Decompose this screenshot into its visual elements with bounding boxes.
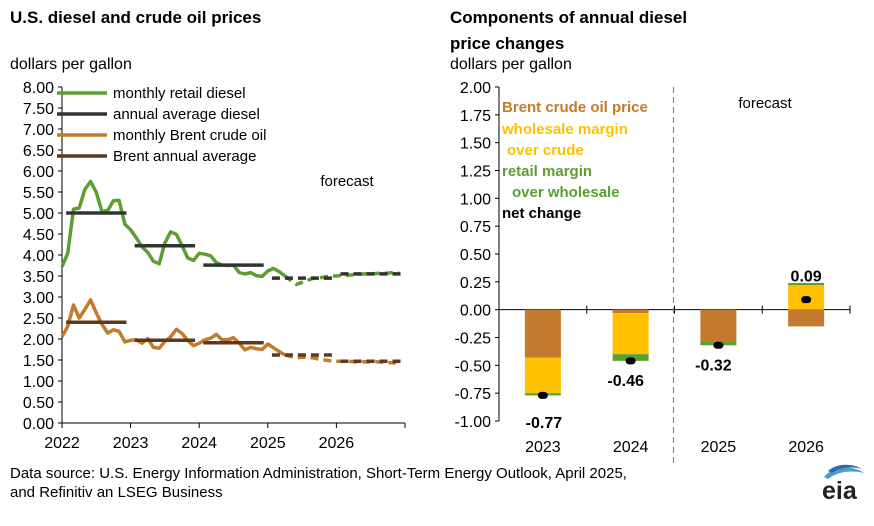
left-y-tick-label: 3.00: [23, 290, 54, 307]
right-y-tick-label: -0.75: [455, 386, 492, 403]
right-net-change-marker-2023: [537, 391, 548, 399]
right-y-tick-label: -0.50: [455, 358, 492, 375]
right-x-tick-label: 2026: [788, 439, 824, 456]
left-y-tick-label: 4.00: [23, 248, 54, 265]
left-y-tick-label: 7.50: [23, 101, 54, 118]
eia-logo: eia: [818, 463, 868, 507]
left-y-tick-label: 2.50: [23, 311, 54, 328]
left-y-tick-label: 0.00: [23, 416, 54, 433]
right-bar-2023-series-0: [524, 309, 561, 358]
right-y-tick-label: 2.00: [460, 80, 491, 97]
right-legend-label: wholesale margin: [501, 121, 628, 138]
right-net-change-label-2024: -0.46: [607, 373, 644, 390]
right-chart-unit: dollars per gallon: [450, 56, 572, 73]
right-y-tick-label: -0.25: [455, 331, 492, 348]
right-chart-title-line2: price changes: [450, 34, 565, 53]
right-net-change-marker-2025: [713, 341, 724, 349]
right-y-tick-label: 0.00: [460, 303, 491, 320]
left-y-tick-label: 5.00: [23, 206, 54, 223]
right-bar-2024-series-1: [612, 313, 649, 355]
left-x-tick-label: 2024: [181, 435, 217, 452]
left-series-0-line: [60, 179, 287, 279]
left-chart-title: U.S. diesel and crude oil prices: [10, 8, 262, 27]
right-y-tick-label: 0.50: [460, 247, 491, 264]
right-x-tick-label: 2023: [525, 439, 561, 456]
left-y-tick-label: 7.00: [23, 122, 54, 139]
right-net-change-marker-2024: [625, 357, 636, 365]
right-bar-2025-series-0: [700, 309, 737, 342]
right-legend-label: Brent crude oil price: [502, 99, 648, 116]
right-y-tick-label: 1.00: [460, 191, 491, 208]
left-y-tick-label: 0.50: [23, 395, 54, 412]
left-y-tick-label: 6.50: [23, 143, 54, 160]
left-y-tick-label: 3.50: [23, 269, 54, 286]
source-line-2: and Refinitiv an LSEG Business: [10, 484, 223, 501]
eia-logo-swoosh-icon: [824, 464, 864, 479]
left-legend-label: monthly Brent crude oil: [113, 127, 266, 144]
left-y-tick-label: 4.50: [23, 227, 54, 244]
right-y-tick-label: 0.75: [460, 219, 491, 236]
left-x-tick-label: 2025: [250, 435, 286, 452]
right-net-change-marker-2026: [801, 296, 812, 304]
left-x-tick-label: 2026: [319, 435, 355, 452]
right-x-tick-label: 2024: [613, 439, 649, 456]
left-x-tick-label: 2023: [113, 435, 149, 452]
right-y-tick-label: 1.50: [460, 136, 491, 153]
right-legend-label: over wholesale: [512, 184, 620, 201]
right-x-tick-label: 2025: [701, 439, 737, 456]
left-legend-label: annual average diesel: [113, 106, 260, 123]
source-line-1: Data source: U.S. Energy Information Adm…: [10, 465, 627, 482]
right-y-tick-label: -1.00: [455, 414, 492, 431]
left-forecast-label: forecast: [320, 173, 374, 190]
right-bar-2026-series-2: [788, 282, 825, 286]
left-x-tick-label: 2022: [44, 435, 80, 452]
left-y-tick-label: 5.50: [23, 185, 54, 202]
left-y-tick-label: 1.00: [23, 374, 54, 391]
left-y-tick-label: 2.00: [23, 332, 54, 349]
right-legend-label: net change: [502, 205, 581, 222]
right-bar-2023-series-1: [524, 357, 561, 394]
right-bar-2026-series-0: [788, 309, 825, 327]
right-y-tick-label: 0.25: [460, 275, 491, 292]
right-y-tick-label: 1.25: [460, 164, 491, 181]
right-forecast-label: forecast: [738, 95, 792, 112]
right-bar-2024-series-0: [612, 309, 649, 314]
left-legend-label: Brent annual average: [113, 148, 256, 165]
left-chart-unit: dollars per gallon: [10, 56, 132, 73]
right-legend-label: over crude: [507, 142, 584, 159]
left-y-tick-label: 6.00: [23, 164, 54, 181]
left-legend-label: monthly retail diesel: [113, 85, 246, 102]
eia-logo-text: eia: [822, 477, 857, 505]
right-net-change-label-2026: 0.09: [791, 269, 822, 286]
right-net-change-label-2023: -0.77: [526, 415, 563, 432]
left-y-tick-label: 8.00: [23, 80, 54, 97]
right-legend-label: retail margin: [502, 163, 592, 180]
right-chart-title-line1: Components of annual diesel: [450, 8, 688, 27]
right-y-tick-label: 1.75: [460, 108, 491, 125]
right-net-change-label-2025: -0.32: [695, 357, 732, 374]
left-y-tick-label: 1.50: [23, 353, 54, 370]
left-series-2-line: [60, 298, 286, 357]
